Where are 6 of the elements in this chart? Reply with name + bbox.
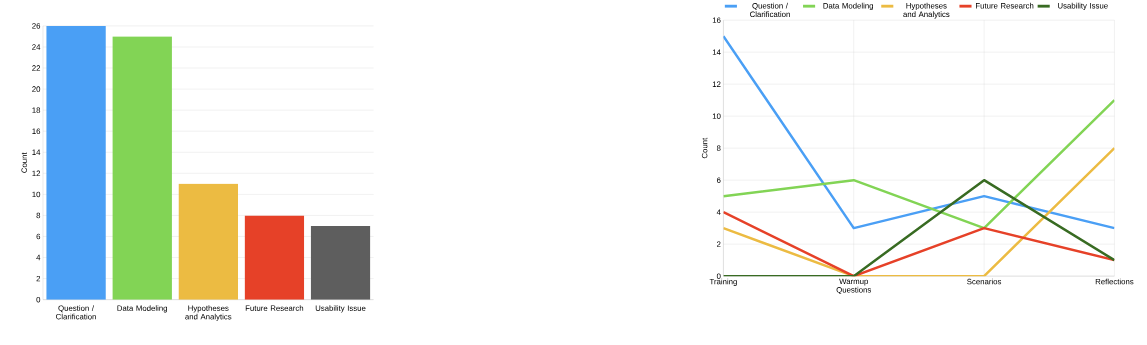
line-series	[723, 98, 1115, 230]
bar	[310, 225, 371, 300]
bar	[178, 183, 239, 300]
bar	[112, 36, 172, 300]
bar	[244, 215, 305, 300]
bar	[46, 25, 106, 300]
